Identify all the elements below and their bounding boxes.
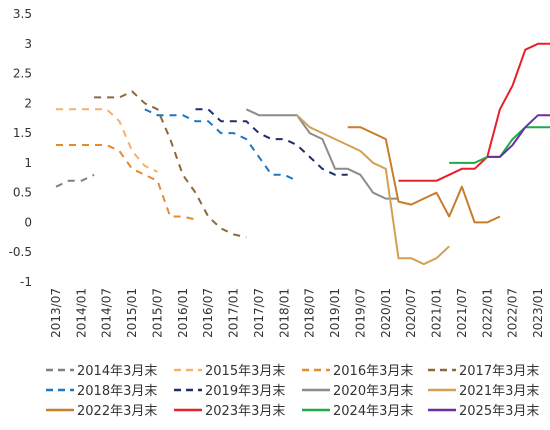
x-tick-label: 2016/01 <box>176 288 190 338</box>
y-tick-label: 3.5 <box>13 7 32 21</box>
legend-label: 2023年3月末 <box>205 404 285 419</box>
legend-label: 2022年3月末 <box>77 404 157 419</box>
y-tick-label: 2 <box>24 96 32 110</box>
legend-label: 2021年3月末 <box>459 384 539 399</box>
x-tick-label: 2015/01 <box>125 288 139 338</box>
legend-label: 2018年3月末 <box>77 384 157 399</box>
legend-label: 2016年3月末 <box>333 364 413 379</box>
series-line-2019年3月末 <box>195 108 348 176</box>
y-tick-label: -1 <box>20 275 32 289</box>
legend-label: 2020年3月末 <box>333 384 413 399</box>
y-tick-label: 2.5 <box>13 67 32 81</box>
x-tick-label: 2019/01 <box>328 288 342 338</box>
x-tick-label: 2020/01 <box>379 288 393 338</box>
x-tick-label: 2014/01 <box>74 288 88 338</box>
x-tick-label: 2013/07 <box>49 288 63 338</box>
series-layer <box>55 42 550 266</box>
x-tick-label: 2015/07 <box>150 288 164 338</box>
x-tick-label: 2019/07 <box>353 288 367 338</box>
y-tick-label: -0.5 <box>9 245 32 259</box>
legend-label: 2014年3月末 <box>77 364 157 379</box>
x-tick-label: 2018/01 <box>277 288 291 338</box>
legend-label: 2025年3月末 <box>459 404 539 419</box>
x-tick-label: 2023/01 <box>531 288 545 338</box>
y-tick-label: 0 <box>24 215 32 229</box>
y-tick-label: 0.5 <box>13 186 32 200</box>
series-line-2015年3月末 <box>56 108 158 173</box>
legend-label: 2019年3月末 <box>205 384 285 399</box>
legend-label: 2024年3月末 <box>333 404 413 419</box>
series-line-2017年3月末 <box>94 90 247 239</box>
y-tick-label: 1.5 <box>13 126 32 140</box>
x-tick-label: 2017/01 <box>227 288 241 338</box>
series-line-2018年3月末 <box>144 108 298 182</box>
x-tick-label: 2021/01 <box>430 288 444 338</box>
y-tick-label: 1 <box>24 156 32 170</box>
x-tick-label: 2016/07 <box>201 288 215 338</box>
x-tick-label: 2017/07 <box>252 288 266 338</box>
x-tick-label: 2014/07 <box>100 288 114 338</box>
x-tick-label: 2018/07 <box>303 288 317 338</box>
series-line-2022年3月末 <box>347 126 501 224</box>
legend-label: 2015年3月末 <box>205 364 285 379</box>
series-line-2016年3月末 <box>56 144 196 221</box>
series-line-2014年3月末 <box>55 173 95 188</box>
x-tick-label: 2022/01 <box>480 288 494 338</box>
series-line-2023年3月末 <box>398 42 550 182</box>
y-axis: -1 -0.5 0 0.5 1 1.5 2 2.5 3 3.5 <box>9 7 32 289</box>
series-line-2021年3月末 <box>296 114 450 266</box>
x-tick-label: 2022/07 <box>506 288 520 338</box>
series-line-2025年3月末 <box>487 114 550 158</box>
legend-label: 2017年3月末 <box>459 364 539 379</box>
x-tick-label: 2021/07 <box>455 288 469 338</box>
x-axis: 2013/07 2014/01 2014/07 2015/01 2015/07 2016/… <box>49 288 545 338</box>
x-tick-label: 2020/07 <box>404 288 418 338</box>
series-line-2020年3月末 <box>245 108 399 200</box>
y-tick-label: 3 <box>24 37 32 51</box>
legend: 2014年3月末 2015年3月末 2016年3月末 2017年3月末 2018年3月末… <box>46 364 539 419</box>
